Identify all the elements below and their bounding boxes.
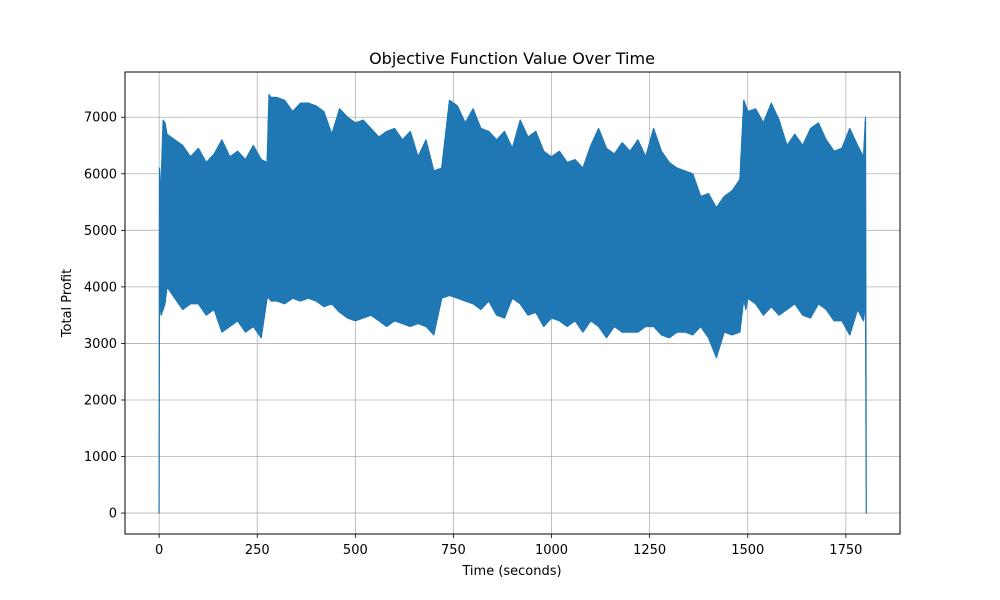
y-tick-label: 1000	[84, 450, 117, 465]
x-tick-label: 500	[343, 543, 368, 558]
x-tick-label: 250	[245, 543, 270, 558]
chart-title: Objective Function Value Over Time	[369, 49, 655, 68]
x-tick-label: 1000	[535, 543, 568, 558]
y-tick-label: 0	[109, 507, 117, 522]
x-axis-label: Time (seconds)	[461, 564, 561, 579]
tick-layer: 0 250 500 750 1000 1250 1500 1750 0 1000 2000 3000 4…	[84, 111, 862, 558]
plot-frame	[124, 71, 901, 535]
series-line-oscillation	[159, 95, 866, 357]
x-tick-label: 1500	[731, 543, 764, 558]
y-tick-label: 5000	[84, 224, 117, 239]
x-tick-label: 750	[441, 543, 466, 558]
x-tick-label: 1750	[829, 543, 862, 558]
y-tick-label: 6000	[84, 167, 117, 182]
x-tick-label: 0	[155, 543, 163, 558]
x-tick-label: 1250	[633, 543, 666, 558]
y-tick-label: 4000	[84, 280, 117, 295]
y-axis-label: Total Profit	[60, 269, 75, 338]
y-tick-label: 7000	[84, 111, 117, 126]
y-tick-label: 2000	[84, 393, 117, 408]
y-tick-label: 3000	[84, 337, 117, 352]
data-layer	[158, 94, 867, 514]
